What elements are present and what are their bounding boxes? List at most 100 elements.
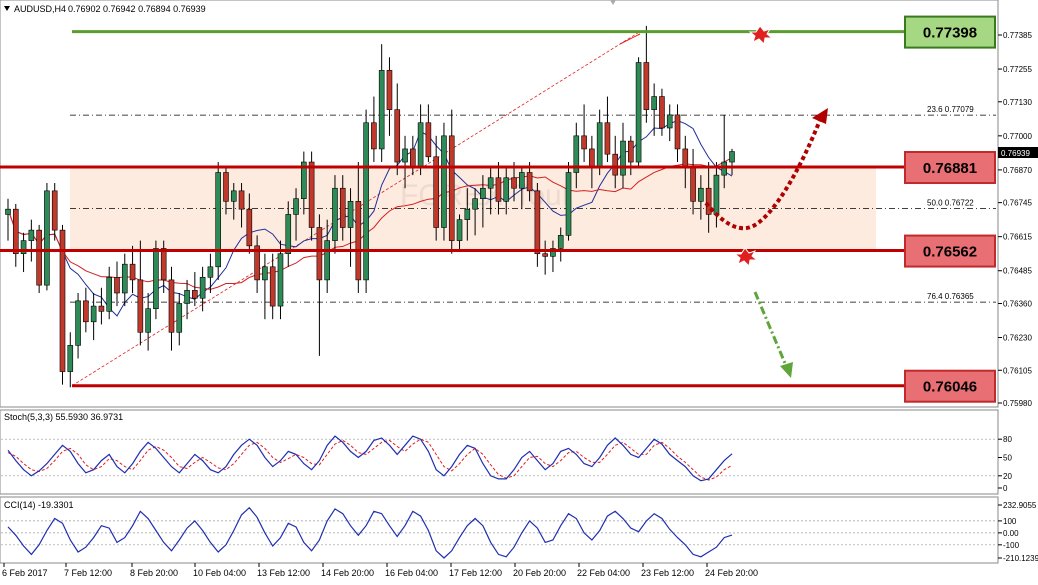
candle-bear (223, 172, 229, 202)
candle-bear (643, 62, 650, 110)
level-box-support-lower (904, 234, 996, 268)
level-box-support-bottom (904, 369, 996, 403)
candle-bear (705, 187, 712, 215)
fib-label: 23.6 0.77079 (927, 105, 974, 114)
candle-bear (581, 135, 587, 150)
candle-bull (5, 208, 11, 215)
candle-bear (137, 279, 144, 333)
fib-label: 76.4 0.76365 (927, 292, 974, 301)
candle-bear (339, 187, 346, 228)
price-tick-label: 0.77000 (1003, 132, 1032, 141)
level-box-resistance (904, 15, 996, 49)
ma-line (7, 157, 733, 290)
candle-bull (262, 266, 268, 281)
candle-bull (487, 177, 494, 189)
candle-bear (160, 248, 167, 281)
level-box-label: 0.76562 (923, 244, 977, 261)
cci-tick-label: -210.1239 (1003, 554, 1038, 563)
candle-bear (114, 276, 120, 294)
candle-bear (534, 190, 541, 255)
candle-bull (106, 276, 113, 312)
candle-bull (184, 290, 190, 304)
scroll-marker-icon (610, 0, 616, 5)
time-tick-label: 20 Feb 20:00 (513, 568, 566, 578)
candle-bull (121, 263, 128, 294)
candle-bull (285, 214, 292, 255)
time-tick-label: 22 Feb 04:00 (577, 568, 630, 578)
stoch-pane (0, 409, 999, 495)
candle-bull (277, 253, 284, 307)
time-tick-label: 17 Feb 12:00 (449, 568, 502, 578)
level-box-label: 0.76046 (923, 379, 977, 396)
candle-bear (129, 263, 136, 281)
candle-bull (519, 172, 525, 189)
time-tick-label: 16 Feb 04:00 (385, 568, 438, 578)
burst-icon (748, 25, 774, 46)
candle-bull (573, 135, 580, 173)
candle-bear (371, 122, 377, 150)
candle-bear (511, 177, 517, 189)
candle-bull (480, 187, 486, 200)
price-tick-label: 0.77130 (1003, 98, 1032, 107)
candle-bear (612, 153, 619, 176)
time-tick-label: 23 Feb 12:00 (641, 568, 694, 578)
up-arrow-icon (812, 108, 828, 124)
candle-bull (464, 208, 471, 220)
time-axis: 6 Feb 2017 7 Feb 12:00 8 Feb 20:00 10 Feb 0… (2, 563, 758, 578)
stoch-tick-label: 0 (1003, 484, 1008, 493)
price-tick-label: 0.76870 (1003, 166, 1032, 175)
candle-bear (674, 114, 681, 150)
price-tick-label: 0.76230 (1003, 334, 1032, 343)
candle-bull (301, 161, 307, 200)
candle-bull (557, 235, 564, 249)
breakdown-path (753, 291, 789, 369)
candle-bear (604, 122, 611, 155)
price-tick-label: 0.76360 (1003, 299, 1032, 308)
candle-bull (620, 140, 626, 176)
price-tick-label: 0.76745 (1003, 199, 1032, 208)
candle-bull (176, 303, 183, 333)
fib-label: 50.0 0.76722 (927, 199, 974, 208)
candle-bear (12, 208, 19, 255)
price-zone (70, 168, 876, 252)
triangle-down-icon[interactable] (4, 6, 10, 11)
candle-bull (378, 70, 385, 150)
cci-tick-label: 100 (1003, 517, 1017, 526)
time-tick-label: 8 Feb 20:00 (130, 568, 178, 578)
candle-bull (28, 229, 35, 241)
candle-bear (246, 208, 253, 247)
candle-bear (589, 148, 595, 168)
candle-bear (627, 140, 634, 163)
candle-bear (254, 245, 260, 281)
cci-tick-label: -100 (1003, 541, 1020, 550)
cci-tick-label: 0.00 (1003, 529, 1019, 538)
candle-bull (651, 96, 657, 110)
cci-tick-label: 232.9055 (1003, 501, 1037, 510)
candle-bull (20, 240, 27, 255)
candle-bear (526, 172, 533, 192)
cci-line (7, 506, 733, 559)
moving-averages (7, 119, 733, 317)
cci-title: CCI(14) -19.3301 (4, 500, 74, 510)
candle-bull (67, 345, 74, 372)
candle-bear (98, 305, 105, 312)
price-tick-label: 0.75980 (1003, 399, 1032, 408)
stoch-tick-label: 80 (1003, 435, 1012, 444)
candle-bull (402, 148, 408, 163)
candle-bull (596, 122, 603, 168)
candle-bull (721, 161, 728, 176)
candle-bull (635, 62, 642, 163)
candle-bear (386, 70, 393, 110)
candle-bear (495, 177, 502, 202)
candle-bear (192, 290, 198, 299)
level-box-label: 0.77398 (923, 25, 977, 42)
candle-bull (207, 266, 214, 278)
current-price-tag (998, 147, 1038, 158)
current-price-label: 0.76939 (1001, 149, 1030, 158)
ma-line (7, 119, 733, 317)
stoch-tick-label: 20 (1003, 472, 1012, 481)
ohlc-label: 0.76902 0.76942 0.76894 0.76939 (68, 4, 206, 14)
candle-bull (293, 198, 299, 215)
candle-bear (355, 201, 362, 281)
